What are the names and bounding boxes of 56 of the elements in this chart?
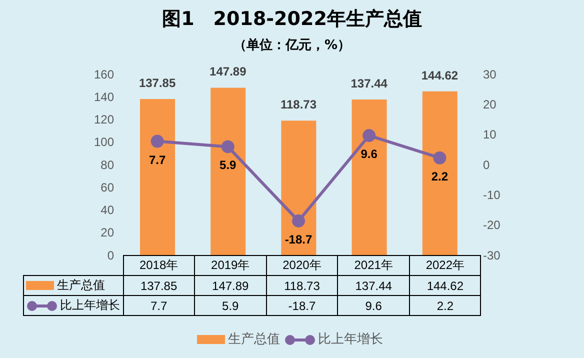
y-tick-label: 140 (94, 90, 114, 104)
data-label: 7.7 (123, 296, 195, 316)
y-tick-label: 100 (94, 135, 114, 150)
annotation: 144.62 (421, 68, 458, 82)
data-label: -18.7 (266, 296, 338, 316)
bar (210, 88, 246, 255)
point (362, 129, 376, 142)
bar (352, 100, 387, 255)
annotation: 118.73 (280, 98, 317, 112)
point (150, 134, 164, 148)
x-tick-label: 2019年 (194, 256, 266, 276)
y2-tick-label: 0 (483, 158, 490, 172)
y2-tick-label: 20 (483, 97, 497, 112)
legend-label: 生产总值 (24, 276, 123, 296)
chart-subtitle: （单位：亿元，%） (232, 37, 352, 54)
point (221, 140, 234, 154)
y2-tick-label: 30 (483, 67, 497, 82)
data-label: 137.85 (123, 276, 195, 296)
y-tick-label: 160 (94, 67, 114, 82)
y2-tick-label: -20 (483, 218, 501, 232)
annotation: 147.89 (210, 64, 247, 79)
annotation: 137.44 (350, 76, 388, 91)
data-label: 9.6 (338, 296, 410, 316)
y2-tick-label: -30 (483, 248, 501, 262)
chart-title: 图1 2018-2022年生产总值 (161, 7, 423, 32)
data-label: 147.89 (194, 276, 266, 296)
y2-tick-label: 10 (483, 128, 497, 142)
x-tick-label: 2021年 (338, 256, 410, 276)
data-label: 118.73 (266, 276, 338, 296)
annotation: 137.85 (138, 76, 176, 90)
y-tick-label: 40 (100, 203, 114, 218)
y2-tick-label: -10 (483, 188, 501, 202)
y-tick-label: 60 (100, 180, 114, 194)
data-label: 5.9 (194, 296, 266, 316)
data-label: 144.62 (409, 276, 481, 296)
point (433, 151, 446, 164)
annotation: 7.7 (148, 152, 166, 167)
y-tick-label: 80 (100, 158, 114, 172)
annotation: -18.7 (284, 232, 312, 246)
point (292, 214, 305, 228)
y-tick-label: 0 (107, 248, 114, 262)
text: 比上年增长 (318, 331, 383, 346)
y-tick-label: 120 (94, 112, 114, 127)
bar (422, 91, 458, 255)
data-label: 137.44 (338, 276, 410, 296)
x-tick-label: 2020年 (266, 256, 338, 276)
text: 生产总值 (228, 331, 280, 346)
annotation: 2.2 (431, 169, 448, 184)
y-tick-label: 20 (100, 226, 114, 240)
annotation: 9.6 (360, 147, 378, 162)
data-label: 2.2 (409, 296, 481, 316)
bar (140, 99, 175, 255)
bar (281, 120, 316, 255)
x-tick-label: 2022年 (409, 256, 481, 276)
annotation: 5.9 (220, 158, 237, 172)
x-tick-label: 2018年 (123, 256, 195, 276)
